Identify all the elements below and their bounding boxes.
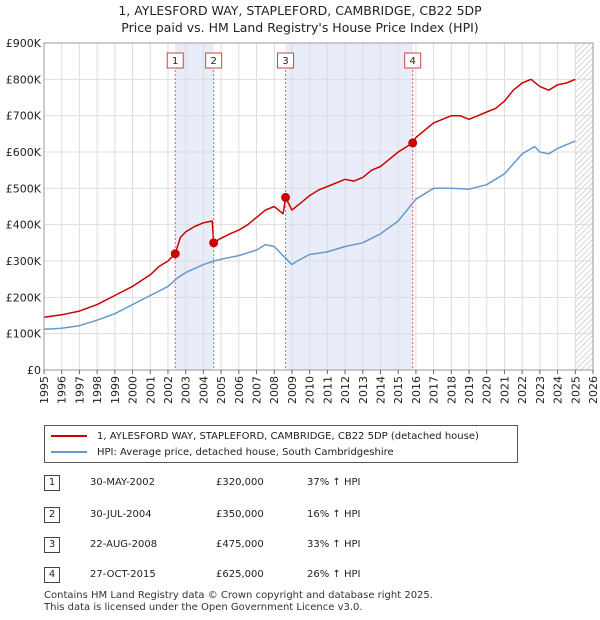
y-tick-label: £100K (6, 328, 42, 341)
sale-price: £625,000 (216, 569, 264, 580)
sale-price: £350,000 (216, 509, 264, 520)
legend-item-property: 1, AYLESFORD WAY, STAPLEFORD, CAMBRIDGE,… (51, 429, 479, 443)
x-tick-label: 2018 (445, 376, 458, 404)
plot-border (43, 42, 594, 371)
x-tick-label: 2016 (410, 376, 423, 404)
y-tick-label: £0 (27, 364, 41, 377)
x-tick-label: 2009 (286, 376, 299, 404)
sale-label: 4 (410, 56, 416, 67)
x-tick-label: 2023 (534, 376, 547, 404)
table-row: 1 30-MAY-2002 £320,000 37% ↑ HPI (44, 474, 564, 492)
x-tick-label: 1998 (91, 376, 104, 404)
chart-subtitle: Price paid vs. HM Land Registry's House … (121, 20, 479, 35)
x-tick-label: 2011 (321, 376, 334, 404)
legend-property-swatch (51, 435, 87, 437)
y-tick-label: £900K (6, 37, 42, 50)
x-tick-label: 2005 (215, 376, 228, 404)
sale-date: 30-JUL-2004 (90, 509, 152, 520)
hpi-comparison: 37% ↑ HPI (307, 477, 361, 488)
property-price-line (43, 78, 576, 319)
x-tick-label: 2012 (339, 376, 352, 404)
sale-label: 1 (172, 56, 178, 67)
x-tick-label: 2021 (498, 376, 511, 404)
x-tick-label: 2002 (162, 376, 175, 404)
x-tick-label: 1997 (73, 376, 86, 404)
x-tick-label: 1996 (56, 376, 69, 404)
row-number-badge: 1 (44, 475, 60, 491)
sale-point (209, 238, 219, 248)
y-tick-label: £300K (6, 255, 42, 268)
sale-label-box (166, 52, 184, 69)
x-tick-label: 2003 (180, 376, 193, 404)
sale-point (408, 138, 418, 148)
sale-label-box (205, 52, 223, 69)
sale-point (170, 249, 180, 259)
footer-line-2: This data is licensed under the Open Gov… (44, 602, 363, 613)
x-tick-label: 2026 (587, 376, 600, 404)
x-tick-label: 2025 (569, 376, 582, 404)
y-tick-label: £600K (6, 146, 42, 159)
x-tick-label: 2013 (357, 376, 370, 404)
x-tick-label: 2017 (428, 376, 441, 404)
table-row: 4 27-OCT-2015 £625,000 26% ↑ HPI (44, 566, 564, 584)
sale-date: 22-AUG-2008 (90, 539, 158, 550)
row-number-badge: 2 (44, 507, 60, 523)
price-chart: 1 2 3 4 £0 £100K £200K £300K £400K £500K £600K £70… (6, 37, 600, 404)
sale-label: 3 (282, 56, 288, 67)
legend-property-label: 1, AYLESFORD WAY, STAPLEFORD, CAMBRIDGE,… (97, 430, 479, 442)
x-tick-label: 2010 (304, 376, 317, 404)
x-tick-label: 2001 (144, 376, 157, 404)
y-tick-label: £400K (6, 219, 42, 232)
x-tick-label: 1995 (38, 376, 51, 404)
x-tick-label: 2004 (197, 376, 210, 404)
hpi-comparison: 33% ↑ HPI (307, 539, 361, 550)
footer-line-1: Contains HM Land Registry data © Crown c… (44, 590, 433, 601)
x-tick-label: 2024 (552, 376, 565, 404)
footer-attribution: Contains HM Land Registry data © Crown c… (44, 590, 433, 614)
sale-date: 30-MAY-2002 (90, 477, 156, 488)
y-tick-label: £800K (6, 73, 42, 86)
table-row: 3 22-AUG-2008 £475,000 33% ↑ HPI (44, 536, 564, 554)
hpi-comparison: 26% ↑ HPI (307, 569, 361, 580)
hpi-line (43, 140, 576, 331)
x-tick-label: 2019 (463, 376, 476, 404)
sale-label-box (404, 52, 422, 69)
y-tick-label: £200K (6, 291, 42, 304)
sale-label: 2 (210, 56, 216, 67)
x-tick-label: 2006 (233, 376, 246, 404)
row-number-badge: 3 (44, 537, 60, 553)
sale-period-shading (285, 43, 413, 370)
x-tick-label: 2000 (127, 376, 140, 404)
sale-period-shading (175, 43, 214, 370)
x-tick-label: 2007 (251, 376, 264, 404)
x-tick-label: 2020 (481, 376, 494, 404)
sale-price: £320,000 (216, 477, 264, 488)
y-tick-label: £500K (6, 182, 42, 195)
sale-point (281, 192, 291, 202)
legend-hpi-swatch (51, 451, 87, 453)
chart-title: 1, AYLESFORD WAY, STAPLEFORD, CAMBRIDGE,… (118, 3, 482, 18)
y-tick-label: £700K (6, 110, 42, 123)
sale-price: £475,000 (216, 539, 264, 550)
legend-hpi-label: HPI: Average price, detached house, Sout… (97, 446, 394, 458)
sale-date: 27-OCT-2015 (90, 569, 156, 580)
legend: 1, AYLESFORD WAY, STAPLEFORD, CAMBRIDGE,… (44, 425, 518, 463)
row-number-badge: 4 (44, 567, 60, 583)
hpi-comparison: 16% ↑ HPI (307, 509, 361, 520)
legend-item-hpi: HPI: Average price, detached house, Sout… (51, 445, 394, 459)
x-tick-label: 2022 (516, 376, 529, 404)
x-tick-label: 1999 (109, 376, 122, 404)
sale-label-box (277, 52, 295, 69)
x-tick-label: 2014 (374, 376, 387, 404)
x-tick-label: 2015 (392, 376, 405, 404)
forecast-hatch (575, 43, 593, 370)
x-tick-label: 2008 (268, 376, 281, 404)
table-row: 2 30-JUL-2004 £350,000 16% ↑ HPI (44, 506, 564, 524)
